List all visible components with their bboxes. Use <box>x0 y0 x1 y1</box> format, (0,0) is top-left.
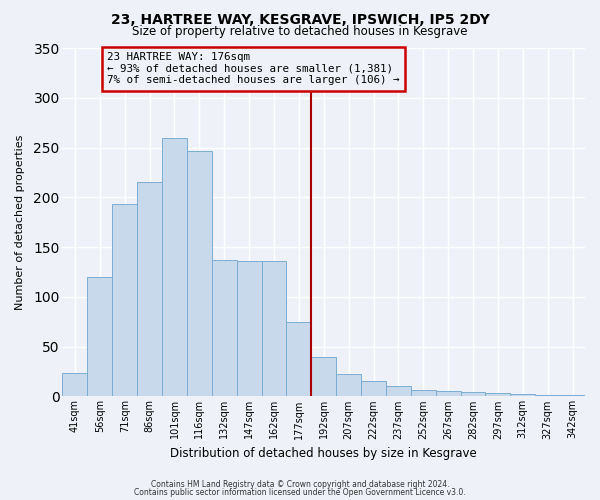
Bar <box>62 374 88 396</box>
Bar <box>112 204 137 396</box>
Bar <box>262 261 286 396</box>
Bar <box>361 382 386 396</box>
Bar <box>436 392 461 396</box>
Text: 23, HARTREE WAY, KESGRAVE, IPSWICH, IP5 2DY: 23, HARTREE WAY, KESGRAVE, IPSWICH, IP5 … <box>110 12 490 26</box>
Text: Contains public sector information licensed under the Open Government Licence v3: Contains public sector information licen… <box>134 488 466 497</box>
Bar <box>88 277 112 396</box>
Bar <box>336 374 361 396</box>
Y-axis label: Number of detached properties: Number of detached properties <box>15 134 25 310</box>
X-axis label: Distribution of detached houses by size in Kesgrave: Distribution of detached houses by size … <box>170 447 477 460</box>
Bar <box>187 150 212 396</box>
Bar <box>411 390 436 396</box>
Bar <box>162 138 187 396</box>
Text: Contains HM Land Registry data © Crown copyright and database right 2024.: Contains HM Land Registry data © Crown c… <box>151 480 449 489</box>
Text: Size of property relative to detached houses in Kesgrave: Size of property relative to detached ho… <box>132 25 468 38</box>
Bar <box>286 322 311 396</box>
Bar <box>137 182 162 396</box>
Bar <box>485 394 511 396</box>
Bar <box>311 356 336 397</box>
Bar <box>461 392 485 396</box>
Bar <box>511 394 535 396</box>
Bar <box>212 260 236 396</box>
Text: 23 HARTREE WAY: 176sqm
← 93% of detached houses are smaller (1,381)
7% of semi-d: 23 HARTREE WAY: 176sqm ← 93% of detached… <box>107 52 400 85</box>
Bar <box>236 261 262 396</box>
Bar <box>386 386 411 396</box>
